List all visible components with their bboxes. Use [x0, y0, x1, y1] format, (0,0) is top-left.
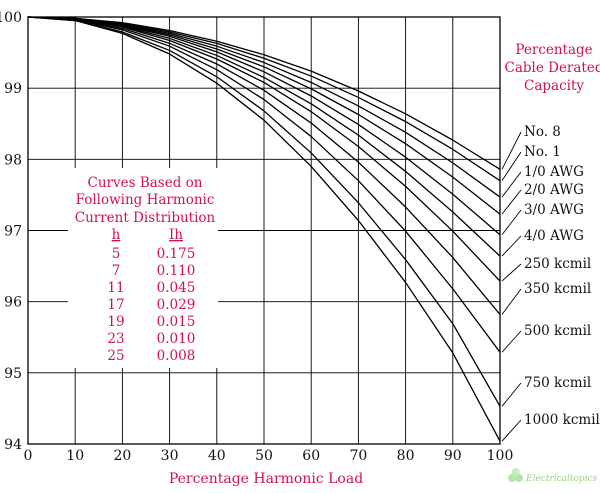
leader-line [501, 189, 522, 215]
x-axis-title: Percentage Harmonic Load [169, 471, 363, 487]
table-cell-h: 25 [107, 348, 124, 364]
series-line [27, 16, 501, 407]
right-label-line-3: Capacity [524, 78, 584, 94]
leader-line [501, 235, 522, 257]
leader-line [501, 288, 522, 315]
right-label-line-2: Cable Derated [505, 60, 600, 76]
x-tick-label: 80 [397, 448, 415, 464]
plot-frame [27, 16, 501, 445]
series-label: 350 kcmil [524, 281, 591, 297]
right-label-line-1: Percentage [515, 42, 592, 58]
y-tick-label: 97 [4, 224, 22, 240]
table-header-ih: Ih [169, 227, 183, 243]
y-tick-label: 95 [4, 366, 22, 382]
series-label: No. 1 [524, 144, 561, 160]
table-title-line-2: Following Harmonic [76, 192, 215, 208]
table-cell-h: 19 [107, 314, 124, 330]
x-tick-label: 90 [444, 448, 462, 464]
y-tick-labels: 94 95 96 97 98 99 100 [0, 10, 22, 453]
series-label: 1000 kcmil [524, 412, 600, 428]
table-cell-h: 7 [112, 263, 121, 279]
table-cell-h: 23 [107, 331, 124, 347]
label-leaders [501, 131, 522, 442]
y-tick-label: 96 [4, 295, 22, 311]
table-cell-ih: 0.008 [157, 348, 196, 364]
x-tick-labels: 0 10 20 30 40 50 60 70 80 90 100 [24, 448, 514, 464]
series-line [27, 16, 501, 215]
table-cell-ih: 0.029 [157, 297, 196, 313]
curves [27, 16, 501, 442]
series-line [27, 16, 501, 442]
leader-line [501, 151, 522, 181]
table-cell-ih: 0.110 [157, 263, 196, 279]
series-label: 500 kcmil [524, 323, 591, 339]
series-label: 750 kcmil [524, 375, 591, 391]
y-tick-label: 94 [4, 437, 22, 453]
series-label: No. 8 [524, 124, 561, 140]
leader-line [501, 419, 522, 442]
watermark-logo: Electricaltopics [508, 468, 598, 484]
series-label: 2/0 AWG [524, 182, 584, 198]
leader-line [501, 171, 522, 198]
x-tick-label: 10 [66, 448, 84, 464]
table-cell-h: 17 [107, 297, 124, 313]
leader-line [501, 330, 522, 353]
x-tick-label: 20 [113, 448, 131, 464]
series-line [27, 16, 501, 353]
table-cell-ih: 0.045 [157, 280, 196, 296]
x-tick-label: 70 [349, 448, 367, 464]
series-label: 3/0 AWG [524, 202, 584, 218]
leader-line [501, 382, 522, 407]
table-cell-h: 5 [112, 246, 121, 262]
table-backdrop [68, 168, 218, 368]
leader-line [501, 131, 522, 170]
x-tick-label: 100 [487, 448, 514, 464]
table-header-h: h [112, 227, 121, 243]
leader-line [501, 209, 522, 236]
table-cell-ih: 0.015 [157, 314, 196, 330]
table-title-line-3: Current Distribution [75, 210, 216, 226]
y-tick-label: 99 [4, 81, 22, 97]
table-cell-ih: 0.010 [157, 331, 196, 347]
y-tick-label: 100 [0, 10, 22, 26]
x-tick-label: 0 [24, 448, 33, 464]
x-tick-label: 30 [161, 448, 179, 464]
series-line [27, 16, 501, 282]
series-label: 1/0 AWG [524, 164, 584, 180]
x-tick-label: 40 [208, 448, 226, 464]
series-label: 250 kcmil [524, 256, 591, 272]
series-label: 4/0 AWG [524, 228, 584, 244]
watermark-text: Electricaltopics [525, 474, 598, 484]
y-tick-label: 98 [4, 152, 22, 168]
x-tick-label: 50 [255, 448, 273, 464]
x-tick-label: 60 [302, 448, 320, 464]
table-rows: 5 0.175 7 0.110 11 0.045 17 0.029 19 0.015 23 0.010… [107, 246, 195, 364]
table-title-line-1: Curves Based on [88, 175, 203, 191]
table-cell-ih: 0.175 [157, 246, 196, 262]
leader-line [501, 263, 522, 282]
table-cell-h: 11 [107, 280, 124, 296]
series-labels: No. 8 No. 1 1/0 AWG 2/0 AWG 3/0 AWG 4/0 AWG 25… [524, 124, 600, 428]
series-line [27, 16, 501, 315]
